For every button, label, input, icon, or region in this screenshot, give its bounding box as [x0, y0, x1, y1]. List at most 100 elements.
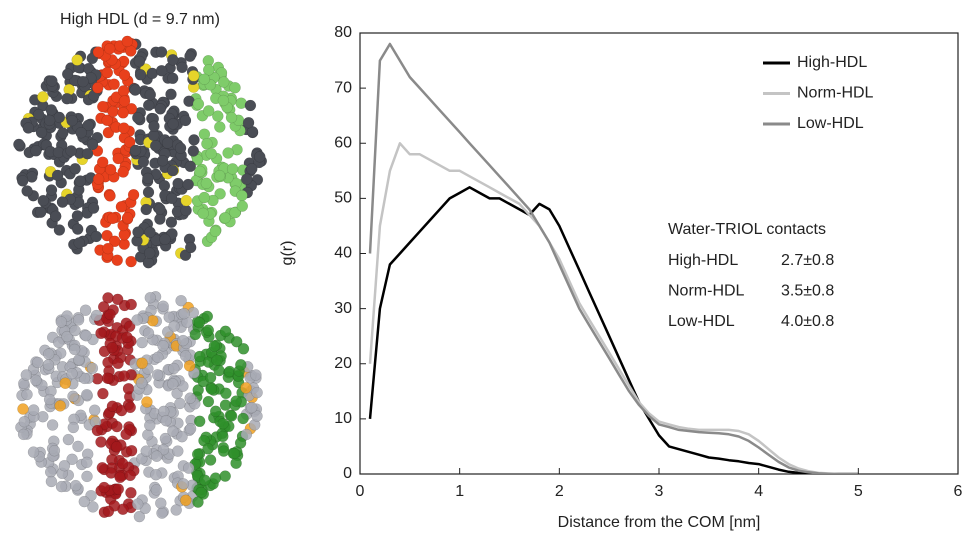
atom [127, 189, 140, 201]
atom [148, 120, 160, 133]
atom [167, 378, 179, 390]
y-tick-label: 10 [334, 410, 352, 427]
atom [205, 147, 217, 160]
atom [96, 156, 109, 168]
atom [125, 255, 137, 268]
y-tick-label: 50 [334, 190, 352, 207]
atom [217, 76, 230, 88]
annotation-value: 3.5±0.8 [781, 283, 834, 300]
atom [80, 329, 92, 342]
atom [240, 173, 253, 185]
atom [212, 110, 224, 122]
atom [69, 479, 82, 492]
atom [184, 160, 197, 173]
atom [204, 454, 217, 466]
atom [20, 369, 33, 381]
atom [117, 85, 130, 97]
atom [174, 397, 186, 410]
atom [45, 184, 58, 196]
atom [184, 392, 196, 404]
atom [131, 314, 143, 326]
atom [74, 175, 86, 187]
atom [30, 374, 42, 387]
atom [174, 142, 187, 154]
atom [42, 348, 55, 360]
atom [166, 72, 179, 85]
atom [17, 403, 29, 415]
atom [158, 180, 171, 192]
atom [150, 484, 163, 496]
atom [111, 293, 124, 306]
atom [230, 395, 242, 407]
atom [90, 230, 103, 243]
atom [160, 414, 172, 427]
atom [172, 445, 184, 457]
atom [245, 401, 258, 414]
atom [202, 324, 215, 337]
atom [112, 152, 124, 165]
atom [52, 336, 65, 349]
atom [144, 419, 156, 432]
atom [129, 144, 142, 157]
x-tick-label: 4 [754, 483, 763, 500]
atom [225, 410, 238, 422]
y-tick-label: 0 [343, 465, 352, 482]
atom [18, 415, 31, 428]
atom [87, 501, 99, 513]
atom [42, 359, 55, 371]
atom [170, 504, 182, 516]
atom [65, 145, 77, 157]
atom [235, 359, 247, 371]
atom [154, 213, 166, 225]
atom [101, 66, 114, 79]
atom [78, 495, 91, 508]
y-tick-label: 30 [334, 300, 352, 317]
atom [115, 201, 128, 213]
atom [240, 382, 252, 394]
plot-area [368, 42, 859, 474]
atom [214, 188, 226, 200]
y-tick-label: 40 [334, 245, 352, 262]
atom [35, 126, 48, 139]
atom [61, 68, 74, 80]
atom [98, 481, 110, 494]
atom [53, 111, 66, 124]
atom [194, 165, 206, 178]
annotation-value: 4.0±0.8 [781, 313, 834, 330]
atom [118, 370, 130, 382]
atom [111, 420, 123, 433]
atom [144, 226, 156, 238]
atom [175, 294, 187, 307]
atom [184, 423, 197, 435]
y-tick-label: 20 [334, 355, 352, 372]
atom [141, 396, 153, 408]
atom [53, 224, 66, 236]
atom [191, 448, 204, 461]
atom [219, 325, 232, 338]
atom [86, 138, 99, 151]
atom [54, 400, 66, 412]
atom [90, 309, 103, 322]
atom [192, 496, 204, 508]
atom [198, 191, 211, 204]
atom [157, 443, 170, 456]
data-line [368, 142, 859, 474]
atom [101, 114, 113, 127]
atom [184, 241, 197, 254]
atom [182, 178, 194, 191]
atom [102, 242, 114, 255]
atom [142, 186, 155, 199]
atom [165, 192, 178, 205]
atom [43, 114, 56, 127]
atom [246, 163, 258, 175]
atom [161, 137, 174, 149]
y-tick-label: 80 [334, 24, 352, 41]
atom [125, 45, 137, 57]
atom [27, 446, 40, 458]
atom [92, 173, 105, 185]
atom [51, 169, 64, 182]
atom [69, 324, 81, 337]
x-tick-label: 2 [555, 483, 564, 500]
atom [142, 429, 154, 441]
atom [225, 111, 238, 124]
